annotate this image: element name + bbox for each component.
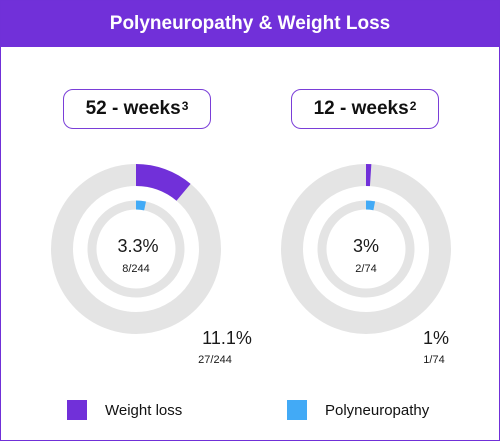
chart-title-superscript: 3	[181, 99, 189, 113]
legend-swatch-polyneuropathy	[287, 400, 307, 420]
polyneuropathy-fraction-label: 8/244	[122, 263, 150, 275]
polyneuropathy-fraction-label: 2/74	[355, 263, 376, 275]
chart-title-12-weeks: 12 - weeks 2	[291, 89, 439, 129]
chart-title-52-weeks: 52 - weeks 3	[63, 89, 211, 129]
chart-title-text: 52 - weeks	[85, 98, 181, 119]
weight-loss-arc	[135, 164, 191, 201]
legend-label-polyneuropathy: Polyneuropathy	[325, 401, 430, 419]
weight-loss-percent-label: 11.1%	[202, 328, 252, 348]
page-title: Polyneuropathy & Weight Loss	[1, 1, 499, 47]
weight-loss-fraction-label: 27/244	[198, 354, 232, 366]
polyneuropathy-percent-label: 3%	[353, 236, 379, 256]
legend-item-polyneuropathy: Polyneuropathy	[287, 400, 429, 420]
chart-title-superscript: 2	[409, 99, 417, 113]
polyneuropathy-percent-label: 3.3%	[117, 236, 158, 256]
chart-title-text: 12 - weeks	[313, 98, 409, 119]
legend-item-weight-loss: Weight loss	[67, 400, 182, 420]
legend-swatch-weight-loss	[67, 400, 87, 420]
polyneuropathy-arc	[365, 200, 376, 211]
weight-loss-fraction-label: 1/74	[423, 354, 444, 366]
polyneuropathy-arc	[135, 200, 146, 211]
legend-label-weight-loss: Weight loss	[105, 401, 183, 419]
weight-loss-percent-label: 1%	[423, 328, 449, 348]
